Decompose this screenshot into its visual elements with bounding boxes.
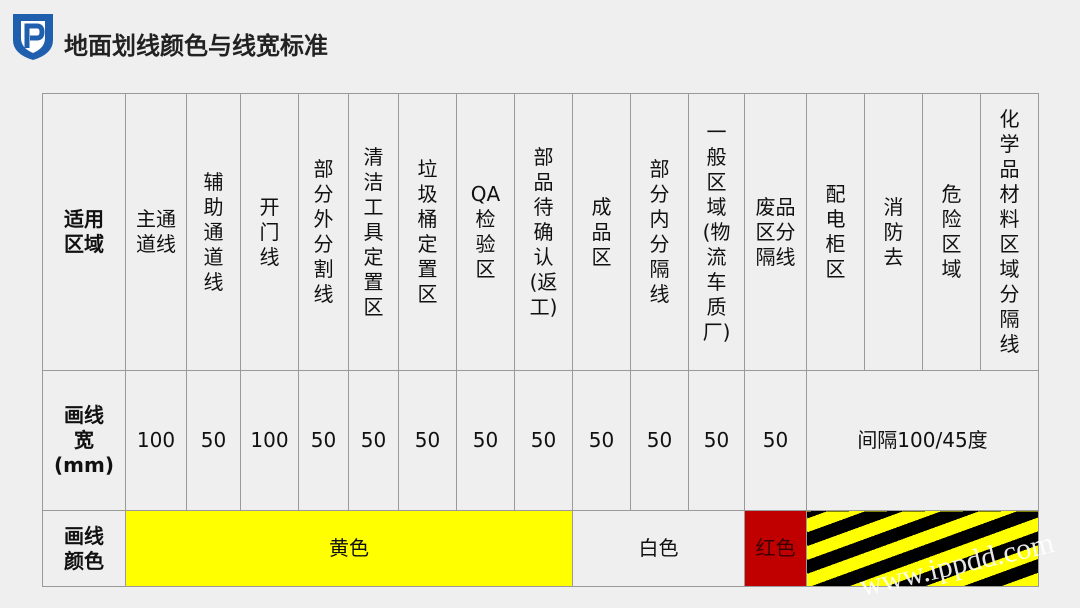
area-cell: 部 分 外 分 割 线 (298, 93, 349, 371)
area-cell: 垃 圾 桶 定 置 区 (398, 93, 457, 371)
width-cell: 50 (744, 370, 807, 511)
page-title: 地面划线颜色与线宽标准 (64, 32, 328, 60)
color-row: 画线 颜色 黄色 白色 红色 (42, 510, 1039, 587)
width-cell: 50 (456, 370, 515, 511)
area-row: 适用 区域 主通 道线 辅 助 通 道 线 开 门 线 部 分 外 分 割 线 … (42, 93, 1039, 371)
area-cell: QA 检 验 区 (456, 93, 515, 371)
width-cell: 50 (688, 370, 745, 511)
width-cell: 100 (125, 370, 187, 511)
color-hazard-stripe-cell (806, 510, 1039, 587)
width-cell: 50 (630, 370, 689, 511)
area-cell: 化 学 品 材 料 区 域 分 隔 线 (980, 93, 1039, 371)
width-cell: 100 (240, 370, 299, 511)
area-cell: 主通 道线 (125, 93, 187, 371)
area-cell: 危 险 区 域 (922, 93, 981, 371)
width-row: 画线 宽 (mm) 100 50 100 50 50 50 50 50 50 5… (42, 370, 1039, 511)
width-cell: 50 (572, 370, 631, 511)
area-cell: 辅 助 通 道 线 (186, 93, 241, 371)
width-cell-merged: 间隔100/45度 (806, 370, 1039, 511)
area-cell: 一 般 区 域 (物 流 车 质 厂) (688, 93, 745, 371)
width-cell: 50 (298, 370, 349, 511)
width-cell: 50 (348, 370, 399, 511)
area-cell: 清 洁 工 具 定 置 区 (348, 93, 399, 371)
area-cell: 成 品 区 (572, 93, 631, 371)
area-cell: 开 门 线 (240, 93, 299, 371)
width-cell: 50 (398, 370, 457, 511)
row-label-color: 画线 颜色 (42, 510, 126, 587)
row-label-area: 适用 区域 (42, 93, 126, 371)
marking-standard-table: 适用 区域 主通 道线 辅 助 通 道 线 开 门 线 部 分 外 分 割 线 … (42, 93, 1039, 587)
color-red-cell: 红色 (744, 510, 807, 587)
color-white-cell: 白色 (572, 510, 745, 587)
logo-icon (13, 14, 53, 60)
width-cell: 50 (514, 370, 573, 511)
color-yellow-cell: 黄色 (125, 510, 573, 587)
area-cell: 配 电 柜 区 (806, 93, 865, 371)
width-cell: 50 (186, 370, 241, 511)
area-cell: 消 防 去 (864, 93, 923, 371)
area-cell: 废品 区分 隔线 (744, 93, 807, 371)
row-label-width: 画线 宽 (mm) (42, 370, 126, 511)
area-cell: 部 分 内 分 隔 线 (630, 93, 689, 371)
area-cell: 部 品 待 确 认 (返 工) (514, 93, 573, 371)
